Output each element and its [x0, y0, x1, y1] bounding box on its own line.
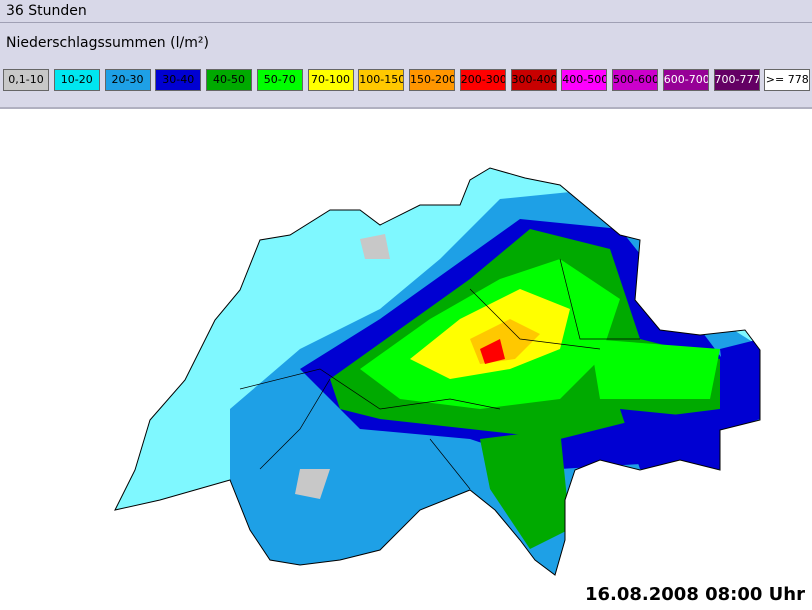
header-title: 36 Stunden [0, 0, 812, 23]
legend-item: 200-300 [459, 69, 506, 91]
legend-item: 0,1-10 [3, 69, 49, 91]
legend-item: >= 778 [764, 69, 811, 91]
legend-item: 600-700 [662, 69, 709, 91]
legend-item: 700-777 [713, 69, 760, 91]
legend-item: 40-50 [206, 69, 252, 91]
legend-title: Niederschlagssummen (l/m²) [6, 35, 209, 51]
legend-item: 300-400 [510, 69, 557, 91]
legend-item: 100-150 [358, 69, 405, 91]
precipitation-field [115, 168, 760, 575]
legend-item: 70-100 [307, 69, 354, 91]
legend-panel: Niederschlagssummen (l/m²) 0,1-10 10-20 20… [0, 23, 812, 109]
legend: 0,1-10 10-20 20-30 30-40 40-50 50-70 70-100 100… [0, 65, 812, 95]
legend-item: 30-40 [155, 69, 202, 91]
legend-item: 50-70 [256, 69, 303, 91]
legend-item: 150-200 [409, 69, 455, 91]
map: 16.08.2008 08:00 Uhr [114, 167, 805, 605]
legend-item: 400-500 [561, 69, 608, 91]
legend-item: 20-30 [104, 69, 151, 91]
canton-borders [239, 258, 640, 490]
country-border [114, 167, 761, 576]
legend-item: 10-20 [53, 69, 100, 91]
timestamp: 16.08.2008 08:00 Uhr [585, 584, 805, 605]
legend-item: 500-600 [612, 69, 658, 91]
